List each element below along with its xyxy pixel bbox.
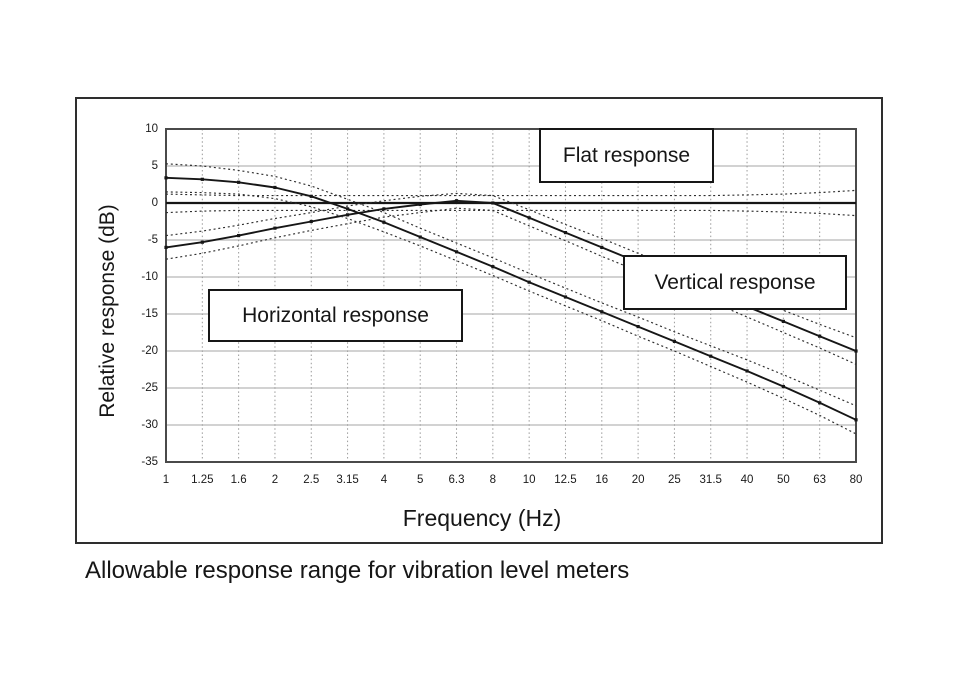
curve-marker [527,280,531,284]
curve-marker [563,231,568,235]
curve-marker [818,401,822,405]
x-tick-label: 1 [163,474,169,486]
curve-marker [345,213,350,217]
curve-marker [781,384,785,389]
curve-marker [382,220,386,224]
y-tick-label: 0 [152,197,158,209]
curve-marker [164,176,168,180]
x-tick-label: 16 [595,474,608,486]
annotation-vertical-response: Vertical response [623,255,847,310]
y-tick-label: -20 [141,345,158,357]
x-tick-label: 12.5 [554,474,576,486]
curve-marker [382,207,386,211]
curve-marker [745,369,749,373]
curve-marker [418,202,422,207]
x-tick-label: 3.15 [336,474,358,486]
x-tick-label: 5 [417,474,423,486]
curve-marker [672,339,677,343]
x-tick-label: 2 [272,474,278,486]
curve-marker [164,245,168,249]
y-axis-title: Relative response (dB) [96,204,119,418]
curve-marker [854,349,858,353]
curve-flat-response-upper-tolerance [165,189,857,197]
annotation-flat-response: Flat response [539,128,714,183]
curve-marker [600,310,604,314]
curve-marker [237,233,241,238]
curve-marker [200,177,204,181]
curve-marker [818,334,822,338]
curve-marker [237,180,241,184]
curve-horizontal-response [165,176,857,421]
curve-marker [636,324,640,329]
curve-marker [200,240,204,244]
x-tick-label: 25 [668,474,681,486]
curve-marker [527,216,531,220]
curve-marker [491,201,495,205]
curve-marker [491,265,495,269]
curve-marker [563,295,568,299]
x-axis-title: Frequency (Hz) [402,505,562,531]
curve-marker [273,185,277,190]
curve-marker [309,194,313,198]
x-tick-label: 10 [523,474,536,486]
y-tick-label: -5 [148,234,158,246]
curve-marker [309,219,313,224]
y-tick-label: 5 [152,160,158,172]
x-tick-label: 6.3 [449,474,465,486]
y-tick-label: -35 [141,456,158,468]
y-tick-label: -10 [141,271,158,283]
y-tick-label: -15 [141,308,158,320]
curve-marker [854,418,858,422]
x-tick-label: 31.5 [700,474,722,486]
x-tick-label: 8 [490,474,496,486]
curve-horizontal-response-upper-tolerance [165,163,857,407]
curve-marker [600,245,604,249]
x-tick-label: 20 [632,474,645,486]
x-tick-label: 1.25 [191,474,213,486]
x-tick-label: 40 [741,474,754,486]
x-tick-label: 80 [850,474,863,486]
curve-horizontal-response-lower-tolerance [165,191,857,435]
y-tick-label: -30 [141,419,158,431]
y-tick-label: -25 [141,382,158,394]
curve-marker [273,226,277,230]
x-tick-label: 63 [813,474,826,486]
y-tick-label: 10 [145,123,158,135]
curve-marker [418,235,422,239]
curve-marker [345,207,350,211]
annotation-horizontal-response: Horizontal response [208,289,463,342]
figure-caption: Allowable response range for vibration l… [85,557,630,584]
x-tick-label: 1.6 [231,474,247,486]
plot-border [165,128,857,463]
curve-marker [709,354,713,358]
curve-marker [454,250,459,254]
x-tick-label: 4 [381,474,388,486]
curve-marker [781,319,785,323]
curve-vertical-response-lower-tolerance [165,207,857,365]
x-tick-label: 50 [777,474,790,486]
curve-marker [454,199,459,203]
x-tick-label: 2.5 [303,474,319,486]
